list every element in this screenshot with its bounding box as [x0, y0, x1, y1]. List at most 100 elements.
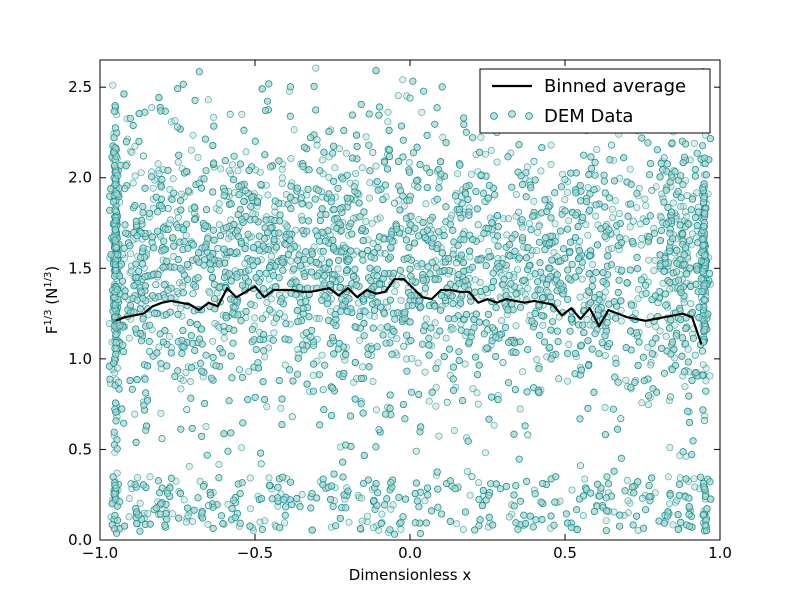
scatter-point [285, 87, 293, 95]
scatter-point [615, 246, 623, 254]
scatter-point [700, 171, 708, 179]
scatter-point [397, 525, 405, 533]
scatter-point [209, 337, 217, 345]
scatter-point [642, 202, 650, 210]
scatter-point [481, 449, 489, 457]
scatter-point [185, 462, 193, 470]
scatter-point [138, 329, 146, 337]
scatter-point [690, 475, 698, 483]
scatter-point [369, 377, 377, 385]
scatter-point [131, 142, 139, 150]
scatter-point [318, 156, 326, 164]
scatter-point [584, 184, 592, 192]
scatter-point [688, 330, 696, 338]
scatter-point [533, 247, 541, 255]
scatter-point [248, 233, 256, 241]
scatter-point [178, 190, 186, 198]
scatter-point [290, 126, 298, 134]
scatter-point [333, 305, 341, 313]
scatter-point [462, 434, 470, 442]
scatter-point [662, 332, 670, 340]
scatter-point [136, 499, 144, 507]
scatter-point [539, 276, 547, 284]
scatter-point [421, 289, 429, 297]
scatter-point [283, 222, 291, 230]
scatter-point [482, 150, 490, 158]
scatter-point [693, 189, 701, 197]
scatter-point [111, 448, 119, 456]
scatter-point [281, 220, 289, 228]
scatter-point [472, 151, 480, 159]
scatter-point [669, 199, 677, 207]
scatter-point [652, 323, 660, 331]
scatter-point [389, 501, 397, 509]
scatter-point [683, 213, 691, 221]
scatter-point [274, 502, 282, 510]
scatter-point [155, 170, 163, 178]
scatter-point [267, 252, 275, 260]
scatter-point [298, 490, 306, 498]
scatter-point [354, 491, 362, 499]
scatter-point [530, 197, 538, 205]
scatter-point [180, 193, 188, 201]
scatter-point [422, 315, 430, 323]
scatter-point [310, 243, 318, 251]
scatter-point [313, 335, 321, 343]
scatter-point [189, 517, 197, 525]
scatter-point [485, 247, 493, 255]
scatter-point [601, 288, 609, 296]
scatter-point [391, 288, 399, 296]
scatter-point [362, 133, 370, 141]
scatter-point [583, 315, 591, 323]
scatter-point [355, 494, 363, 502]
scatter-point [626, 223, 634, 231]
scatter-point [490, 421, 498, 429]
scatter-point [449, 325, 457, 333]
scatter-point [512, 212, 520, 220]
scatter-point [376, 214, 384, 222]
scatter-point [421, 497, 429, 505]
scatter-point [281, 519, 289, 527]
scatter-point [459, 525, 467, 533]
scatter-point [256, 328, 264, 336]
scatter-point [146, 473, 154, 481]
scatter-point [522, 244, 530, 252]
scatter-point [547, 141, 555, 149]
scatter-point [647, 358, 655, 366]
scatter-point [644, 320, 652, 328]
scatter-point [414, 359, 422, 367]
scatter-point [397, 296, 405, 304]
scatter-point [271, 208, 279, 216]
scatter-point [179, 282, 187, 290]
scatter-point [184, 512, 192, 520]
scatter-point [664, 473, 672, 481]
scatter-point [326, 307, 334, 315]
scatter-point [494, 392, 502, 400]
scatter-point [287, 155, 295, 163]
scatter-point [467, 170, 475, 178]
scatter-point [592, 212, 600, 220]
scatter-point [498, 317, 506, 325]
scatter-point [330, 497, 338, 505]
scatter-point [336, 443, 344, 451]
scatter-point [418, 108, 426, 116]
scatter-point [384, 118, 392, 126]
scatter-point [551, 220, 559, 228]
scatter-point [408, 355, 416, 363]
scatter-point [365, 194, 373, 202]
scatter-point [564, 188, 572, 196]
scatter-point [435, 432, 443, 440]
scatter-point [225, 167, 233, 175]
scatter-point [439, 226, 447, 234]
scatter-point [466, 253, 474, 261]
scatter-point [508, 510, 516, 518]
plot-area [99, 59, 721, 541]
scatter-point [399, 76, 407, 84]
scatter-point [306, 388, 314, 396]
scatter-point [171, 117, 179, 125]
scatter-point [313, 141, 321, 149]
scatter-point [428, 342, 436, 350]
scatter-point [206, 289, 214, 297]
scatter-point [656, 327, 664, 335]
scatter-point [503, 231, 511, 239]
